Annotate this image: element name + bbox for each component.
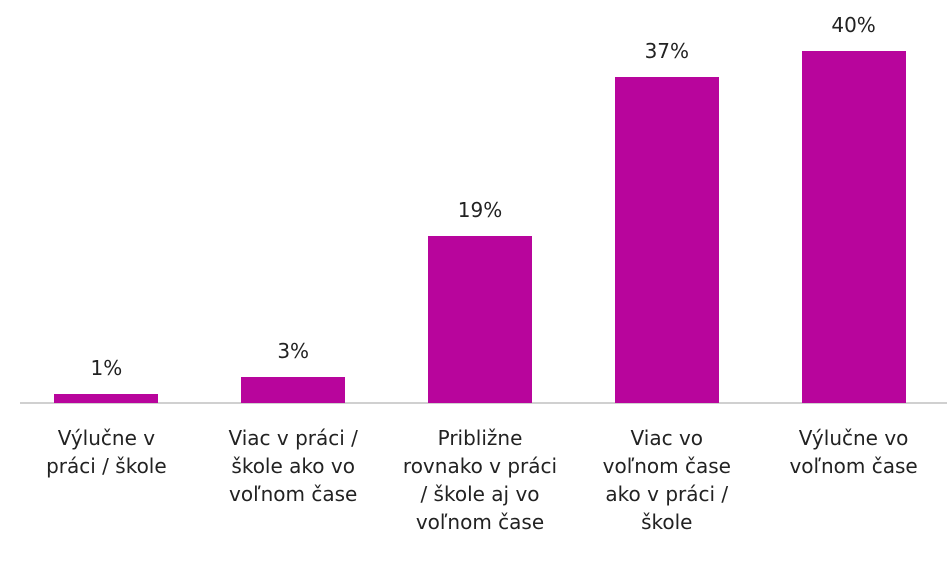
- x-tick-label: Viac vo voľnom čase ako v práci / škole: [602, 426, 731, 534]
- bar: [54, 394, 159, 403]
- value-label: 3%: [277, 338, 310, 363]
- bar: [614, 77, 719, 403]
- x-tick-label: Viac v práci / škole ako vo voľnom čase: [228, 426, 358, 506]
- x-axis-line: [20, 402, 947, 404]
- value-label: 1%: [90, 356, 123, 381]
- value-label: 37%: [644, 39, 690, 64]
- value-label: 40%: [831, 13, 876, 37]
- value-label: 19%: [457, 197, 503, 222]
- x-tick-label: Výlučne v práci / škole: [46, 426, 167, 478]
- x-tick-label: Približne rovnako v práci / škole aj vo …: [402, 426, 558, 534]
- bar: [241, 376, 346, 403]
- bar: [428, 235, 532, 403]
- bar: [801, 51, 906, 403]
- x-tick-label: Výlučne vo voľnom čase: [789, 426, 918, 478]
